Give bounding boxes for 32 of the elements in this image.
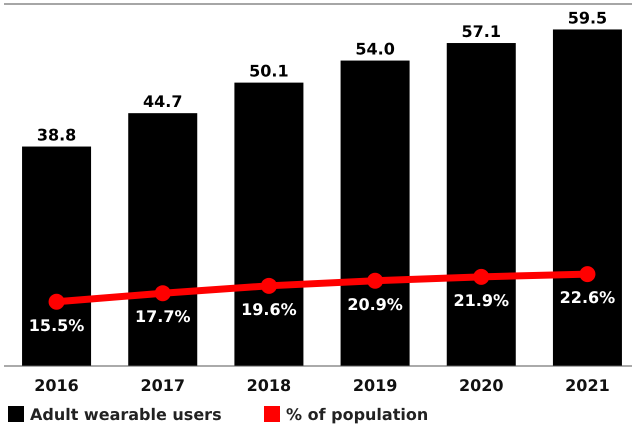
data-label: 22.6% [560,288,616,308]
bar [234,82,304,366]
data-label: 59.5 [568,8,608,28]
x-tick-label: 2018 [246,376,292,395]
x-tick-label: 2016 [34,376,79,395]
bar [552,29,622,366]
bar [446,43,516,366]
data-label: 50.1 [249,62,289,81]
data-label: 17.7% [134,307,190,326]
x-tick-label: 2017 [140,376,185,395]
bar [128,113,198,366]
x-tick-label: 2021 [565,376,610,395]
point [260,278,277,294]
data-label: 15.5% [28,316,84,335]
data-label: 44.7 [142,92,182,112]
data-label: 57.1 [462,22,502,42]
x-tick-label: 2020 [459,376,504,395]
legend-label: % of population [286,405,428,424]
bar [340,60,410,366]
data-label: 19.6% [241,300,297,319]
point [473,268,490,285]
data-label: 54.0 [355,40,395,59]
legend-label: Adult wearable users [30,405,222,424]
point [579,266,596,282]
point [367,272,384,289]
data-label: 20.9% [347,294,403,314]
data-label: 21.9% [454,290,510,310]
bar [22,146,92,366]
x-tick-label: 2019 [352,376,398,395]
data-label: 38.8 [36,126,76,145]
point [48,294,65,310]
point [154,285,171,302]
